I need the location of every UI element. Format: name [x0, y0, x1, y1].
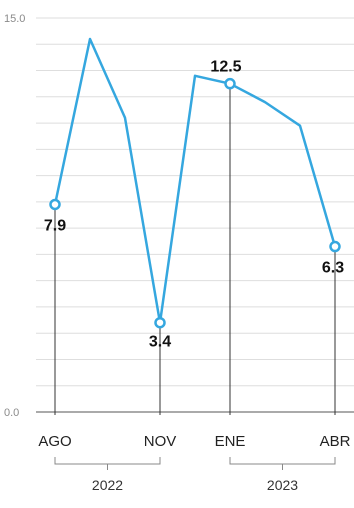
year-bracket [54, 457, 161, 465]
series-line-path [53, 37, 337, 324]
data-label: 6.3 [322, 260, 344, 277]
x-tick-label: ENE [215, 433, 246, 450]
year-label: 2022 [92, 477, 123, 493]
year-bracket [229, 457, 336, 465]
labels: 15.0 0.0 7.9 3.4 12.5 6.3 AGO NOV ENE ABR 2022 2023 [4, 13, 351, 493]
data-label: 3.4 [149, 334, 171, 351]
y-tick-label: 15.0 [4, 13, 25, 25]
data-point-marker [224, 77, 236, 90]
drop-lines [54, 83, 336, 415]
data-label: 7.9 [44, 217, 66, 234]
data-point-marker [49, 198, 61, 211]
data-point-marker [154, 316, 166, 329]
y-tick-label: 0.0 [4, 407, 19, 419]
x-tick-label: ABR [320, 433, 351, 450]
data-label: 12.5 [210, 59, 241, 76]
series-line [53, 37, 337, 324]
x-tick-label: NOV [144, 433, 177, 450]
grid-layer [36, 17, 354, 470]
data-point-marker [329, 240, 341, 253]
year-label: 2023 [267, 477, 298, 493]
markers [49, 77, 341, 329]
x-tick-label: AGO [38, 433, 71, 450]
